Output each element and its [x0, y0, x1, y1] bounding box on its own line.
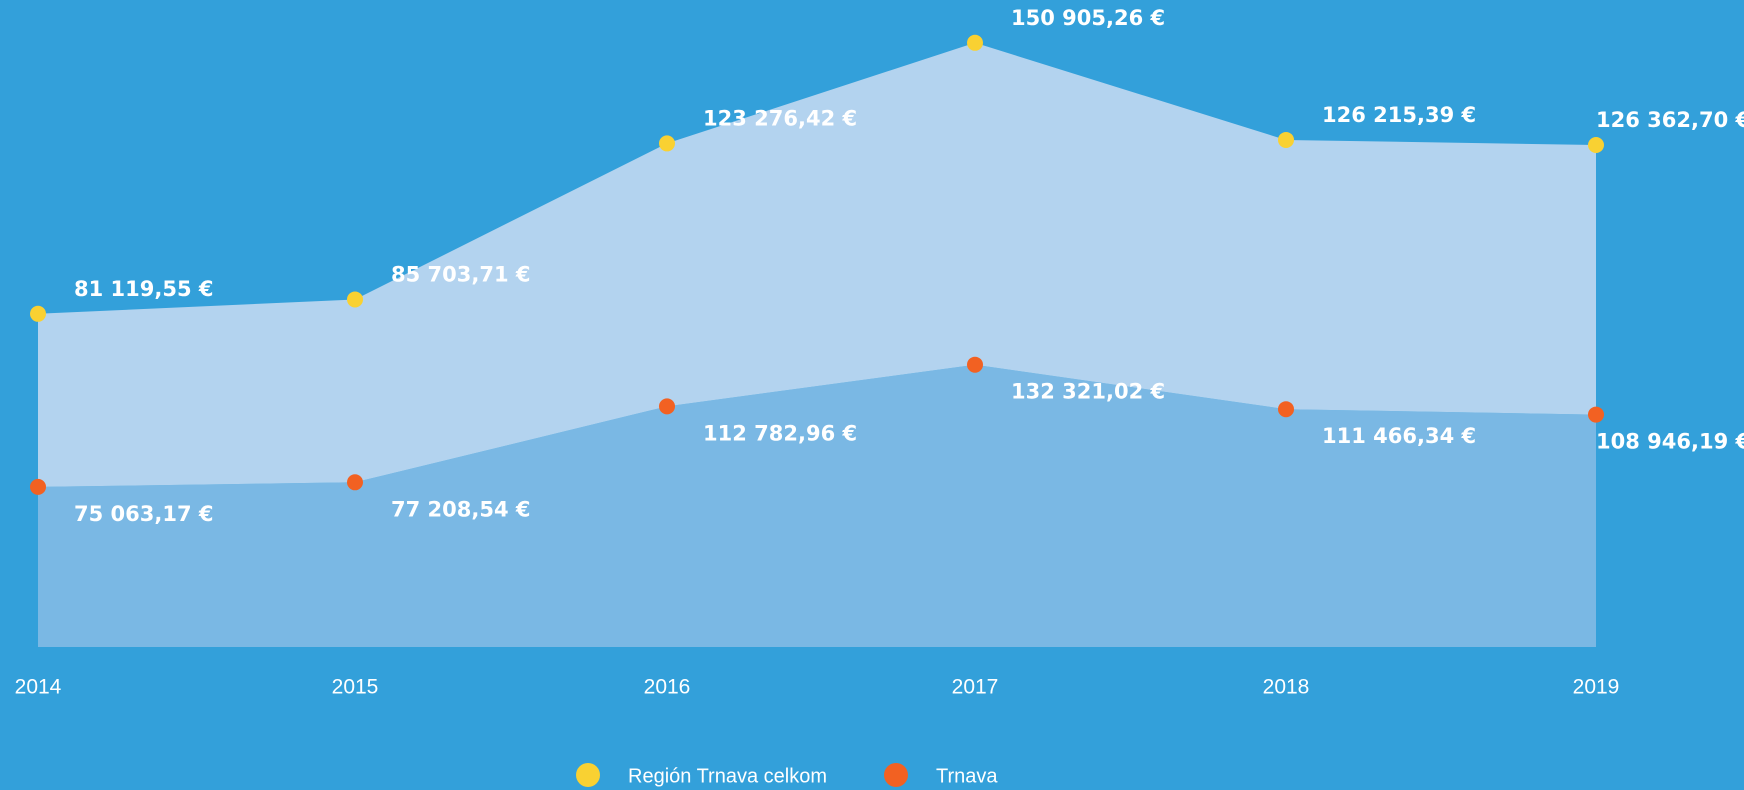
legend-label: Región Trnava celkom	[628, 765, 827, 787]
data-point	[1278, 131, 1294, 148]
data-point	[659, 135, 675, 152]
x-tick-label: 2015	[332, 676, 379, 699]
x-tick-label: 2017	[952, 676, 999, 699]
value-label: 112 782,96 €	[703, 421, 857, 445]
legend-marker	[884, 763, 908, 787]
value-label: 108 946,19 €	[1596, 430, 1744, 454]
value-label: 123 276,42 €	[703, 106, 857, 130]
value-label: 126 362,70 €	[1596, 108, 1744, 132]
value-label: 75 063,17 €	[74, 502, 214, 526]
value-label: 111 466,34 €	[1322, 424, 1476, 448]
value-label: 132 321,02 €	[1011, 380, 1165, 404]
legend-marker	[576, 763, 600, 787]
value-label: 126 215,39 €	[1322, 103, 1476, 127]
data-point	[659, 398, 675, 415]
x-tick-label: 2016	[644, 676, 691, 699]
data-point	[1588, 406, 1604, 423]
value-label: 85 703,71 €	[391, 262, 531, 286]
data-point	[30, 478, 46, 495]
x-tick-label: 2018	[1263, 676, 1310, 699]
data-point	[347, 474, 363, 491]
area	[38, 42, 1596, 487]
x-tick-label: 2014	[15, 676, 62, 699]
legend-label: Trnava	[936, 765, 998, 787]
data-point	[1588, 137, 1604, 154]
area	[38, 364, 1596, 647]
value-label: 81 119,55 €	[74, 277, 214, 301]
value-label: 150 905,26 €	[1011, 6, 1165, 30]
data-point	[967, 34, 983, 51]
data-point	[1278, 401, 1294, 418]
data-point	[30, 305, 46, 322]
value-label: 77 208,54 €	[391, 497, 531, 521]
data-point	[967, 356, 983, 373]
x-tick-label: 2019	[1573, 676, 1620, 699]
data-point	[347, 291, 363, 308]
